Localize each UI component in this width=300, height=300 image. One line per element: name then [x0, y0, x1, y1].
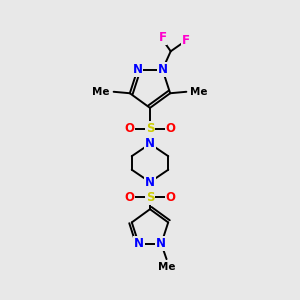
- Text: S: S: [146, 191, 154, 204]
- Text: F: F: [158, 31, 166, 44]
- Text: O: O: [166, 122, 176, 135]
- Text: O: O: [124, 191, 134, 204]
- Text: Me: Me: [190, 87, 208, 97]
- Text: N: N: [134, 237, 144, 250]
- Text: N: N: [156, 237, 166, 250]
- Text: N: N: [133, 63, 142, 76]
- Text: Me: Me: [92, 87, 110, 97]
- Text: F: F: [182, 34, 190, 47]
- Text: N: N: [145, 137, 155, 150]
- Text: S: S: [146, 122, 154, 135]
- Text: Me: Me: [158, 262, 175, 272]
- Text: N: N: [145, 176, 155, 189]
- Text: O: O: [166, 191, 176, 204]
- Text: O: O: [124, 122, 134, 135]
- Text: N: N: [158, 63, 167, 76]
